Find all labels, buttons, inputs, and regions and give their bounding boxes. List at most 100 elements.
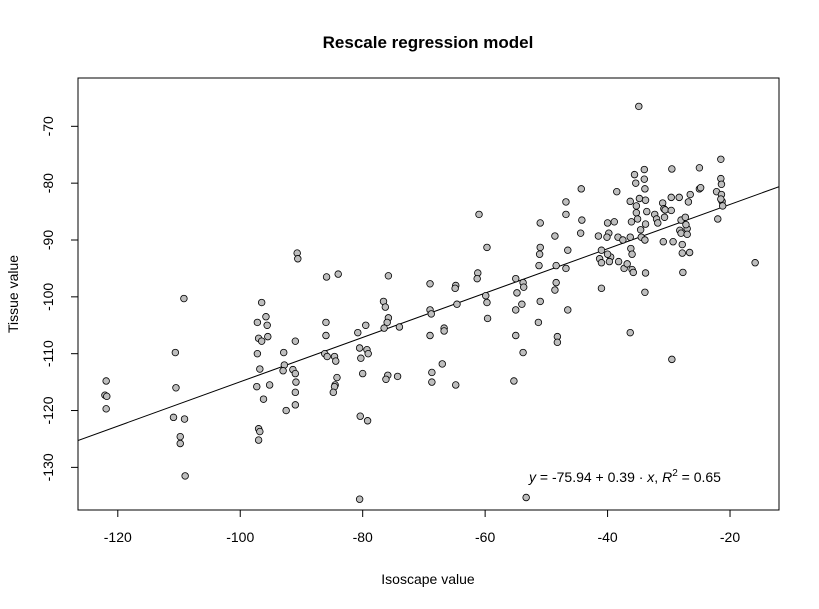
data-point	[613, 187, 621, 196]
data-point	[512, 306, 520, 314]
data-point	[686, 190, 694, 199]
data-point	[678, 249, 686, 257]
data-point	[518, 300, 526, 308]
y-tick-label: -80	[40, 173, 56, 193]
data-point	[322, 331, 330, 340]
x-tick-label: -80	[353, 529, 373, 545]
data-point	[685, 248, 694, 257]
data-point	[262, 313, 270, 321]
data-point	[180, 294, 188, 303]
data-point	[636, 226, 645, 234]
data-point	[641, 236, 649, 244]
data-point	[578, 216, 586, 224]
data-point	[640, 175, 649, 183]
data-point	[626, 233, 634, 241]
data-point	[171, 348, 180, 357]
data-point	[256, 427, 264, 436]
data-point	[263, 321, 271, 329]
data-point	[291, 401, 300, 409]
data-point	[426, 280, 434, 288]
data-point	[512, 331, 520, 340]
data-point	[594, 232, 603, 240]
data-point	[619, 236, 627, 244]
y-axis: -130 -120 -110 -100 -90 -80 -70	[40, 116, 79, 481]
data-point	[641, 220, 650, 228]
data-point	[564, 306, 572, 314]
data-point	[291, 369, 300, 378]
data-point	[641, 269, 650, 277]
data-point	[641, 185, 649, 193]
data-point	[329, 388, 337, 397]
data-point	[717, 180, 726, 188]
data-point	[660, 213, 669, 221]
data-point	[428, 368, 436, 377]
data-point	[382, 375, 390, 383]
data-point	[610, 218, 619, 226]
data-point	[522, 493, 530, 502]
data-point	[181, 472, 189, 480]
data-point	[683, 230, 691, 239]
data-point	[362, 321, 370, 329]
data-point	[358, 369, 367, 378]
data-point	[512, 274, 520, 283]
data-point	[551, 286, 559, 294]
data-points	[101, 102, 759, 503]
data-point	[640, 165, 649, 174]
data-point	[257, 298, 266, 307]
x-axis: -120 -100 -80 -60 -40 -20	[104, 509, 740, 545]
data-point	[536, 219, 544, 227]
data-point	[102, 405, 110, 413]
data-point	[641, 288, 649, 296]
data-point	[354, 328, 362, 337]
data-point	[475, 210, 483, 219]
data-point	[635, 194, 644, 203]
data-point	[323, 352, 331, 361]
data-point	[562, 198, 570, 206]
y-tick-label: -90	[40, 230, 56, 250]
data-point	[322, 318, 330, 327]
data-point	[453, 300, 461, 308]
data-point	[626, 328, 634, 337]
data-point	[256, 365, 264, 373]
x-axis-title: Isoscape value	[381, 571, 475, 587]
data-point	[333, 373, 341, 382]
data-point	[172, 384, 180, 392]
data-point	[176, 432, 184, 441]
data-point	[643, 207, 651, 216]
data-point	[534, 318, 543, 327]
data-point	[451, 284, 459, 293]
data-point	[577, 185, 585, 193]
data-point	[632, 209, 641, 217]
data-point	[393, 372, 402, 381]
data-point	[395, 323, 404, 331]
data-point	[322, 273, 331, 281]
data-point	[635, 102, 643, 111]
data-point	[356, 412, 364, 420]
data-point	[253, 349, 262, 358]
data-point	[667, 206, 675, 215]
data-point	[169, 413, 178, 422]
data-point	[384, 272, 393, 280]
data-point	[641, 196, 650, 204]
y-tick-label: -100	[40, 283, 56, 311]
data-point	[103, 392, 111, 401]
data-point	[264, 332, 272, 341]
data-point	[291, 337, 300, 345]
data-point	[668, 165, 676, 173]
x-tick-label: -40	[597, 529, 617, 545]
x-tick-label: -20	[720, 529, 740, 545]
data-point	[294, 255, 302, 263]
data-point	[718, 202, 727, 210]
data-point	[355, 495, 364, 503]
data-point	[535, 250, 544, 258]
data-point	[667, 193, 675, 202]
data-point	[334, 270, 342, 278]
data-point	[381, 303, 390, 311]
data-point	[659, 238, 667, 246]
data-point	[259, 395, 268, 403]
data-point	[695, 164, 704, 172]
data-point	[668, 355, 676, 364]
data-point	[562, 210, 570, 219]
data-point	[679, 268, 687, 277]
data-point	[176, 439, 184, 448]
